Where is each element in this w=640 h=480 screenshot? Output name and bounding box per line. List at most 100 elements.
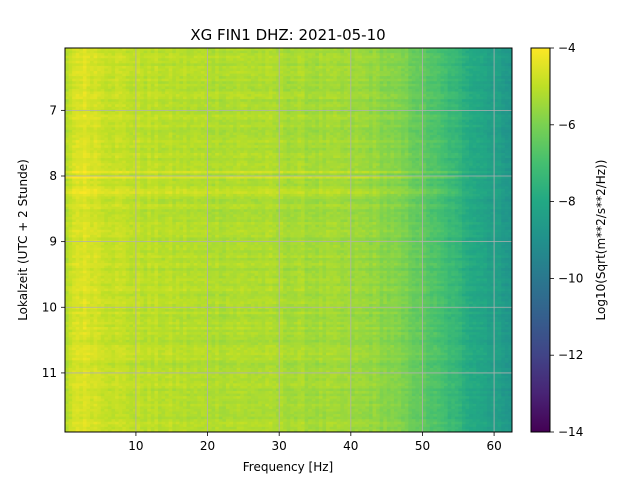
heatmap-cell [372, 76, 377, 80]
heatmap-cell [447, 78, 452, 82]
heatmap-cell [383, 53, 388, 57]
heatmap-cell [301, 65, 306, 70]
heatmap-cell [351, 53, 356, 57]
heatmap-cell [447, 55, 452, 59]
heatmap-cell [218, 58, 223, 62]
heatmap-cell [440, 91, 445, 95]
heatmap-cell [304, 58, 309, 62]
heatmap-cell [372, 60, 377, 64]
heatmap-cell [197, 94, 202, 98]
heatmap-cell [340, 55, 345, 59]
heatmap-cell [286, 73, 291, 77]
heatmap-cell [283, 73, 288, 77]
heatmap-cell [401, 68, 406, 72]
heatmap-cell [429, 91, 434, 95]
heatmap-cell [322, 81, 327, 85]
heatmap-cell [190, 48, 195, 52]
heatmap-cell [100, 55, 105, 59]
heatmap-cell [440, 86, 445, 90]
heatmap-cell [290, 55, 295, 59]
heatmap-cell [132, 48, 138, 52]
heatmap-cell [379, 65, 384, 70]
heatmap-cell [326, 71, 331, 75]
heatmap-cell [247, 71, 252, 75]
heatmap-cell [444, 55, 449, 59]
heatmap-cell [250, 53, 256, 57]
heatmap-cell [490, 73, 495, 77]
heatmap-cell [293, 55, 299, 59]
heatmap-cell [315, 68, 320, 72]
heatmap-cell [311, 60, 316, 64]
heatmap-cell [318, 68, 324, 72]
heatmap-cell [358, 81, 363, 85]
heatmap-cell [436, 78, 442, 82]
heatmap-cell [351, 83, 356, 87]
heatmap-cell [115, 48, 120, 52]
heatmap-cell [186, 53, 191, 57]
heatmap-cell [436, 91, 442, 95]
heatmap-cell [451, 50, 456, 54]
heatmap-cell [225, 60, 231, 64]
heatmap-cell [476, 58, 481, 62]
heatmap-cell [250, 83, 256, 87]
heatmap-cell [104, 73, 109, 77]
heatmap-cell [229, 71, 234, 75]
heatmap-cell [404, 88, 409, 93]
heatmap-cell [504, 71, 510, 75]
heatmap-cell [125, 53, 130, 57]
heatmap-cell [461, 91, 467, 95]
heatmap-cell [75, 81, 80, 85]
heatmap-cell [393, 53, 399, 57]
heatmap-cell [304, 83, 309, 87]
heatmap-cell [454, 83, 459, 87]
heatmap-cell [508, 48, 512, 52]
heatmap-cell [68, 65, 73, 70]
heatmap-cell [68, 83, 73, 87]
heatmap-cell [333, 81, 338, 85]
heatmap-cell [233, 58, 238, 62]
heatmap-cell [483, 94, 488, 98]
heatmap-cell [168, 48, 173, 52]
heatmap-cell [79, 73, 84, 77]
heatmap-cell [361, 58, 366, 62]
heatmap-cell [461, 78, 467, 82]
heatmap-cell [200, 91, 206, 95]
heatmap-cell [168, 86, 173, 90]
heatmap-cell [297, 76, 302, 80]
heatmap-cell [469, 53, 474, 57]
heatmap-cell [118, 88, 123, 93]
heatmap-cell [479, 94, 484, 98]
heatmap-cell [125, 58, 130, 62]
heatmap-cell [429, 50, 434, 54]
heatmap-cell [429, 60, 434, 64]
heatmap-cell [125, 76, 130, 80]
heatmap-cell [479, 60, 484, 64]
heatmap-cell [122, 60, 127, 64]
heatmap-cell [258, 94, 263, 98]
heatmap-cell [318, 76, 324, 80]
heatmap-cell [279, 86, 284, 90]
heatmap-cell [490, 76, 495, 80]
heatmap-cell [311, 58, 316, 62]
heatmap-cell [193, 91, 198, 95]
heatmap-cell [347, 65, 352, 70]
heatmap-cell [490, 65, 495, 70]
heatmap-cell [265, 81, 270, 85]
heatmap-cell [440, 78, 445, 82]
heatmap-cell [258, 78, 263, 82]
heatmap-cell [208, 63, 213, 67]
heatmap-cell [90, 60, 95, 64]
heatmap-cell [411, 83, 417, 87]
heatmap-cell [376, 78, 381, 82]
heatmap-cell [315, 63, 320, 67]
heatmap-cell [68, 73, 73, 77]
heatmap-cell [454, 65, 459, 70]
heatmap-cell [261, 53, 266, 57]
heatmap-cell [322, 91, 327, 95]
heatmap-cell [143, 96, 148, 100]
heatmap-cell [122, 68, 127, 72]
heatmap-cell [211, 83, 216, 87]
heatmap-cell [132, 76, 138, 80]
heatmap-cell [150, 68, 155, 72]
heatmap-cell [118, 55, 123, 59]
